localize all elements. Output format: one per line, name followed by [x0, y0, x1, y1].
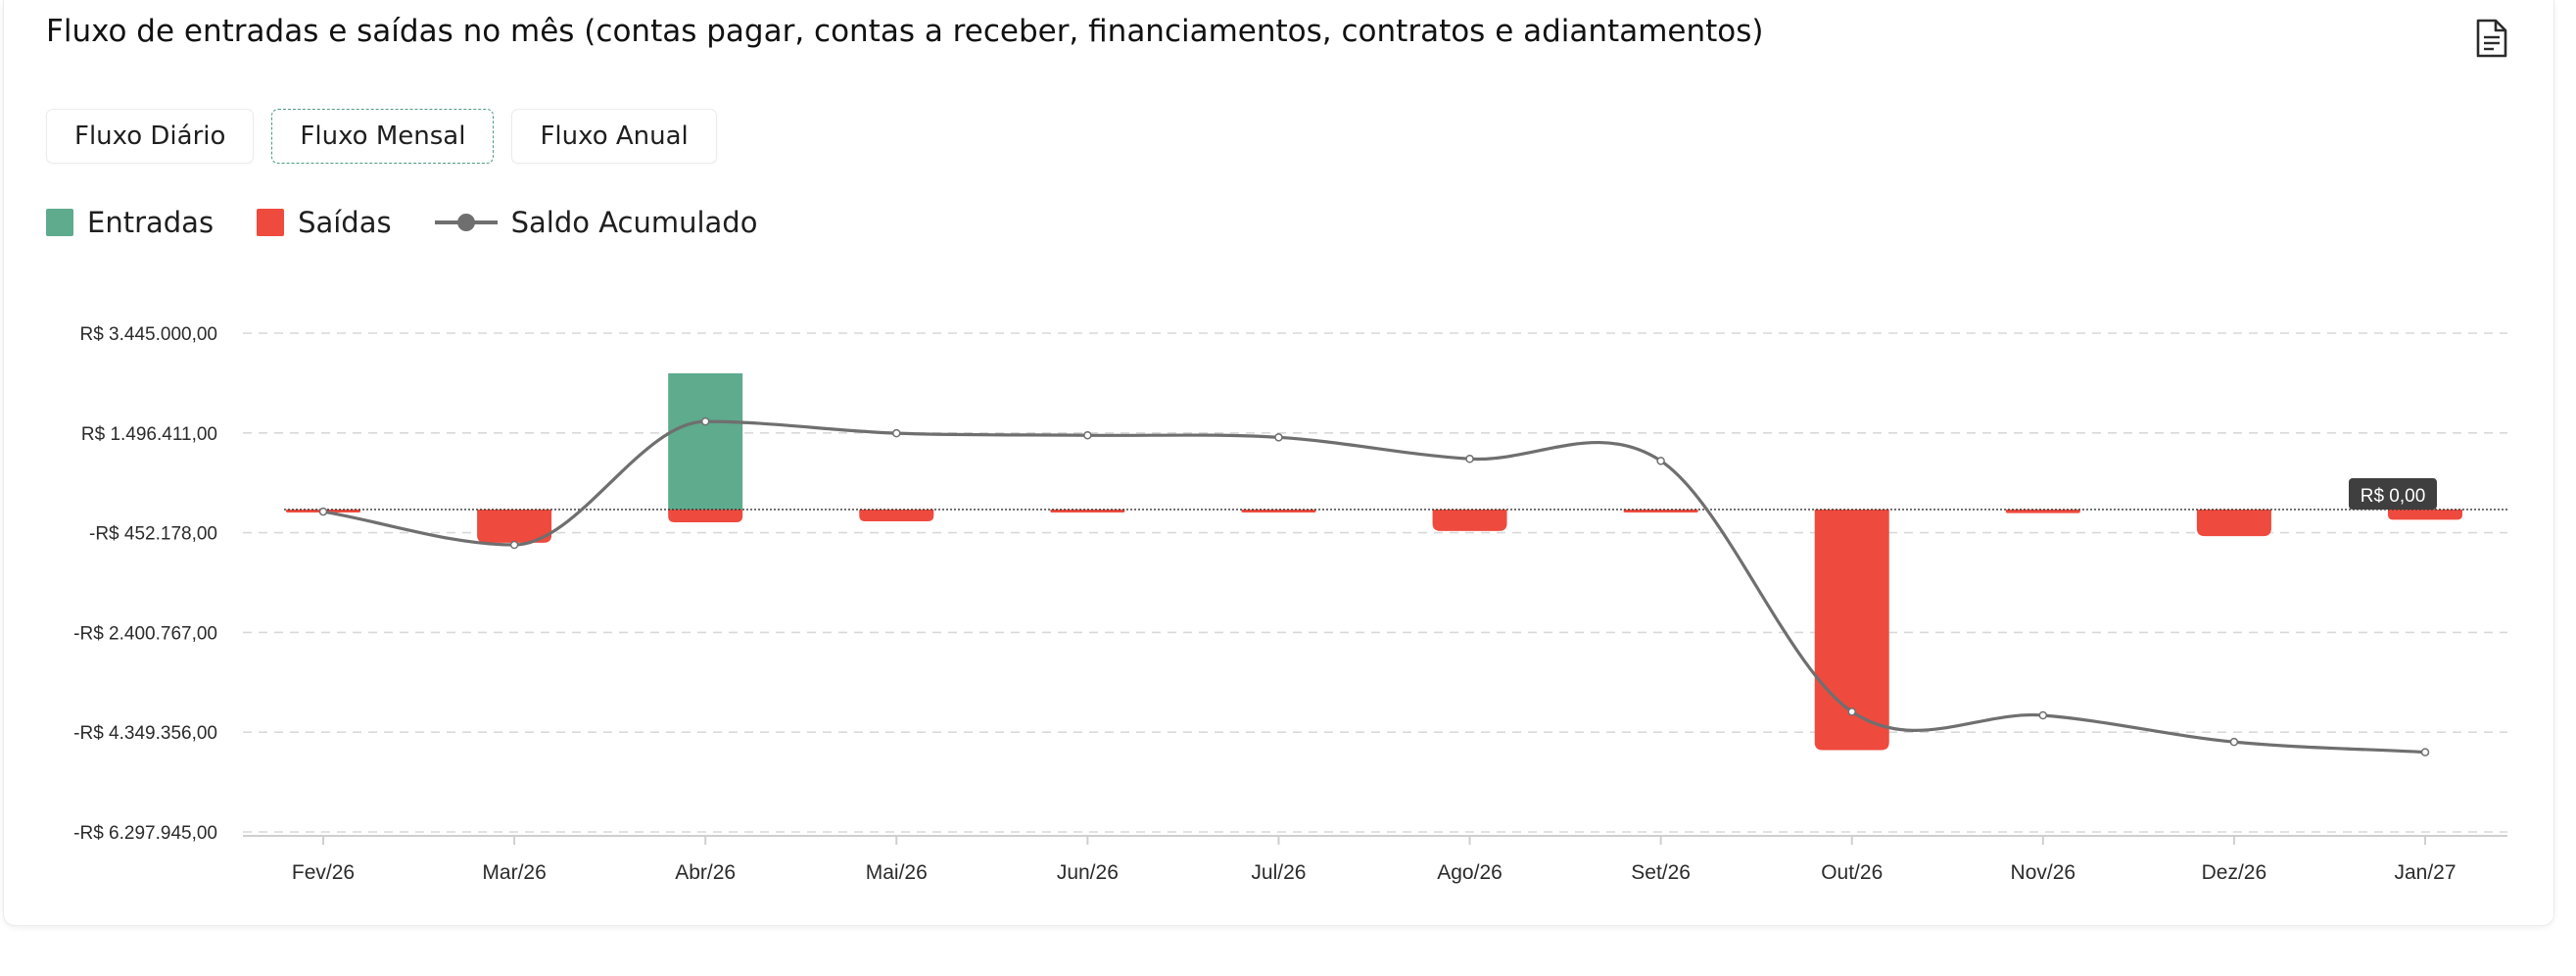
- period-tabs: Fluxo Diário Fluxo Mensal Fluxo Anual: [46, 109, 717, 164]
- tab-daily-flow[interactable]: Fluxo Diário: [46, 109, 255, 164]
- saldo-acumulado-line: [322, 419, 2426, 755]
- saidas-bar: [668, 509, 743, 523]
- y-tick-label: -R$ 6.297.945,00: [73, 823, 217, 844]
- saldo-point: [318, 507, 328, 516]
- saldo-point: [1847, 708, 1856, 716]
- x-tick-label: Fev/26: [292, 861, 355, 884]
- x-tick-label: Ago/26: [1437, 861, 1503, 884]
- x-tick-label: Jul/26: [1251, 861, 1306, 884]
- legend-entradas-label: Entradas: [87, 206, 215, 239]
- y-tick-label: -R$ 2.400.767,00: [73, 623, 217, 644]
- y-tick-label: -R$ 452.178,00: [89, 524, 217, 545]
- x-tick-label: Jan/27: [2394, 861, 2456, 884]
- saldo-point: [700, 416, 710, 426]
- saldo-point: [2420, 748, 2430, 756]
- saidas-swatch: [257, 209, 285, 236]
- legend-entradas[interactable]: Entradas: [46, 206, 214, 239]
- legend-saidas[interactable]: Saídas: [257, 206, 392, 239]
- saidas-bar: [1432, 509, 1507, 531]
- saldo-point: [2038, 710, 2048, 720]
- saidas-bar: [1814, 509, 1889, 751]
- x-tick-label: Set/26: [1631, 861, 1691, 884]
- entradas-bar: [668, 373, 743, 510]
- y-tick-label: -R$ 4.349.356,00: [73, 723, 217, 744]
- saldo-point: [509, 540, 519, 550]
- chart-title: Fluxo de entradas e saídas no mês (conta…: [46, 14, 1764, 49]
- y-tick-label: R$ 3.445.000,00: [79, 324, 217, 345]
- tooltip-box: [2349, 478, 2437, 510]
- legend-saidas-label: Saídas: [298, 206, 392, 239]
- x-tick-label: Mar/26: [482, 861, 546, 884]
- tab-monthly-flow[interactable]: Fluxo Mensal: [271, 109, 495, 164]
- x-tick-label: Jun/26: [1057, 861, 1119, 884]
- saidas-bar: [1050, 509, 1125, 512]
- x-tick-label: Abr/26: [675, 861, 736, 884]
- saldo-point: [892, 428, 901, 438]
- saldo-point: [1083, 430, 1092, 440]
- saidas-bar: [2005, 509, 2080, 513]
- x-tick-label: Nov/26: [2011, 861, 2076, 884]
- legend-saldo-acumulado[interactable]: Saldo Acumulado: [434, 206, 758, 239]
- saidas-bar: [1241, 509, 1316, 512]
- saidas-bar: [1623, 509, 1698, 512]
- saidas-bar: [859, 509, 934, 521]
- y-tick-label: R$ 1.496.411,00: [81, 424, 217, 445]
- x-tick-label: Out/26: [1821, 861, 1883, 884]
- tab-annual-flow[interactable]: Fluxo Anual: [511, 109, 717, 164]
- x-tick-label: Dez/26: [2202, 861, 2267, 884]
- legend-saldo-label: Saldo Acumulado: [510, 206, 758, 239]
- zero-value-tooltip: R$ 0,00: [2349, 478, 2437, 510]
- saldo-point: [1465, 455, 1474, 464]
- chart-legend: Entradas Saídas Saldo Acumulado: [46, 206, 757, 239]
- saldo-line-swatch: [434, 209, 498, 236]
- x-tick-label: Mai/26: [866, 861, 928, 884]
- saldo-point: [2229, 737, 2239, 747]
- entradas-swatch: [46, 209, 73, 236]
- document-icon[interactable]: [2475, 18, 2508, 59]
- saldo-point: [1274, 433, 1283, 442]
- saidas-bar: [477, 509, 552, 543]
- saldo-point: [1656, 457, 1665, 465]
- cashflow-card: Fluxo de entradas e saídas no mês (conta…: [3, 0, 2554, 926]
- saidas-bar: [2196, 509, 2271, 537]
- saidas-bar: [2388, 509, 2462, 520]
- tooltip-text: R$ 0,00: [2361, 486, 2426, 507]
